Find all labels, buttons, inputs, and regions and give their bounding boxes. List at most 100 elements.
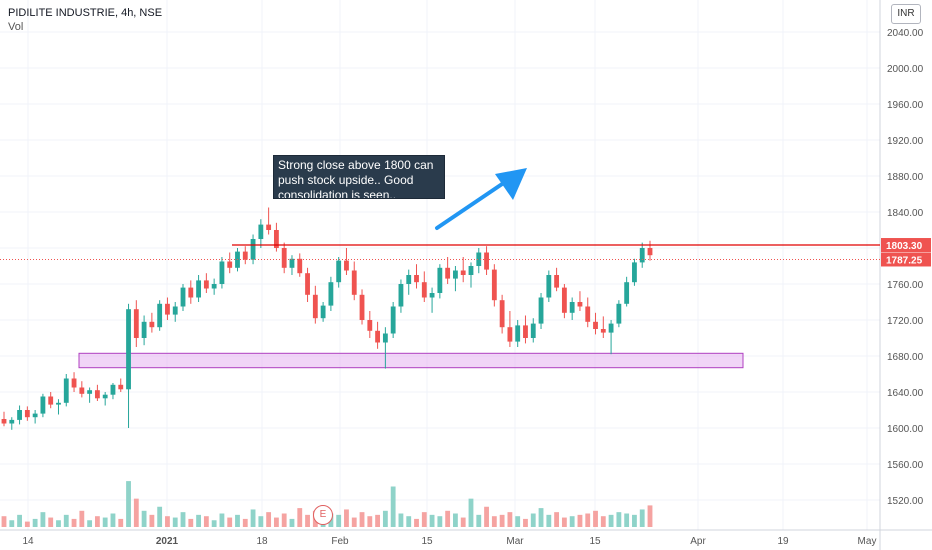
candle-body[interactable] xyxy=(188,287,194,298)
volume-bar xyxy=(523,518,528,527)
volume-bar xyxy=(203,516,209,527)
arrow-head[interactable] xyxy=(495,168,527,200)
candle-body[interactable] xyxy=(406,275,412,284)
candle-body[interactable] xyxy=(375,330,381,343)
volume-bar xyxy=(538,508,544,527)
volume-bar xyxy=(406,516,412,527)
candle-body[interactable] xyxy=(367,320,373,331)
candle-body[interactable] xyxy=(468,266,474,275)
candle-body[interactable] xyxy=(24,410,30,418)
candle-body[interactable] xyxy=(390,306,396,334)
volume-bar xyxy=(281,513,287,527)
candle-body[interactable] xyxy=(437,267,443,293)
candle-body[interactable] xyxy=(600,329,606,333)
candle-body[interactable] xyxy=(94,390,100,399)
candle-body[interactable] xyxy=(336,260,342,283)
candle-body[interactable] xyxy=(227,261,233,268)
candle-body[interactable] xyxy=(421,282,427,298)
candle-body[interactable] xyxy=(538,297,544,324)
candle-body[interactable] xyxy=(79,387,85,394)
candle-body[interactable] xyxy=(632,262,637,283)
candle-body[interactable] xyxy=(515,325,521,342)
candle-body[interactable] xyxy=(616,303,622,324)
candle-body[interactable] xyxy=(593,321,598,329)
candle-body[interactable] xyxy=(203,280,209,289)
volume-bar xyxy=(507,512,513,527)
candle-body[interactable] xyxy=(359,294,365,320)
candle-body[interactable] xyxy=(312,294,318,319)
candle-body[interactable] xyxy=(523,325,528,338)
candle-body[interactable] xyxy=(484,252,489,270)
candle-body[interactable] xyxy=(344,260,349,271)
volume-bar xyxy=(624,513,630,527)
volume-bar xyxy=(585,513,591,527)
volume-bar xyxy=(491,516,497,527)
candle-body[interactable] xyxy=(351,270,357,295)
candle-body[interactable] xyxy=(429,293,435,298)
candle-body[interactable] xyxy=(639,248,645,263)
candle-body[interactable] xyxy=(219,261,225,285)
candle-body[interactable] xyxy=(320,305,326,319)
candle-body[interactable] xyxy=(266,224,272,230)
candle-body[interactable] xyxy=(608,323,614,333)
candle-body[interactable] xyxy=(242,251,248,260)
candle-body[interactable] xyxy=(56,402,61,405)
candle-body[interactable] xyxy=(250,239,256,260)
candle-body[interactable] xyxy=(165,303,170,315)
candle-body[interactable] xyxy=(445,267,451,279)
candle-body[interactable] xyxy=(102,394,108,399)
candle-body[interactable] xyxy=(133,309,139,338)
candle-body[interactable] xyxy=(499,300,505,328)
candle-body[interactable] xyxy=(63,378,69,403)
candle-body[interactable] xyxy=(289,258,295,268)
candle-body[interactable] xyxy=(32,413,38,418)
candle-body[interactable] xyxy=(126,309,131,390)
candle-body[interactable] xyxy=(172,306,178,315)
candle-body[interactable] xyxy=(211,284,217,289)
candle-body[interactable] xyxy=(305,273,310,295)
candle-body[interactable] xyxy=(273,230,279,248)
candle-body[interactable] xyxy=(141,321,147,338)
candle-body[interactable] xyxy=(297,258,303,274)
arrow-shaft[interactable] xyxy=(435,178,510,230)
candle-body[interactable] xyxy=(71,378,77,388)
candle-body[interactable] xyxy=(554,275,560,288)
candle-body[interactable] xyxy=(569,302,575,313)
candle-body[interactable] xyxy=(507,327,513,342)
candle-body[interactable] xyxy=(149,321,155,328)
volume-bar xyxy=(1,516,7,527)
annotation-note[interactable]: Strong close above 1800 can push stock u… xyxy=(273,155,445,199)
candle-body[interactable] xyxy=(40,396,46,414)
candle-body[interactable] xyxy=(180,287,186,307)
candle-body[interactable] xyxy=(157,303,163,328)
candle-body[interactable] xyxy=(118,384,124,390)
candle-body[interactable] xyxy=(1,419,7,424)
candle-body[interactable] xyxy=(460,270,466,276)
candle-body[interactable] xyxy=(258,224,264,239)
earnings-marker[interactable]: E xyxy=(313,505,333,525)
candle-body[interactable] xyxy=(9,419,15,424)
candle-body[interactable] xyxy=(561,287,567,313)
candle-body[interactable] xyxy=(48,396,54,405)
candle-body[interactable] xyxy=(546,275,552,298)
candle-body[interactable] xyxy=(328,282,334,306)
candle-body[interactable] xyxy=(530,323,536,338)
candle-body[interactable] xyxy=(414,275,419,283)
candle-body[interactable] xyxy=(382,333,388,343)
candle-body[interactable] xyxy=(624,282,630,304)
candle-body[interactable] xyxy=(491,269,497,301)
candle-body[interactable] xyxy=(17,410,22,420)
candle-body[interactable] xyxy=(476,252,482,267)
candle-body[interactable] xyxy=(110,384,116,395)
currency-button[interactable]: INR xyxy=(891,4,921,24)
candle-body[interactable] xyxy=(196,280,201,298)
candle-body[interactable] xyxy=(453,270,458,279)
candle-body[interactable] xyxy=(281,248,287,268)
candle-body[interactable] xyxy=(87,390,93,394)
candle-body[interactable] xyxy=(398,284,404,307)
candle-body[interactable] xyxy=(647,248,653,256)
candle-body[interactable] xyxy=(577,302,583,307)
support-zone[interactable] xyxy=(78,352,744,369)
candle-body[interactable] xyxy=(585,306,591,322)
